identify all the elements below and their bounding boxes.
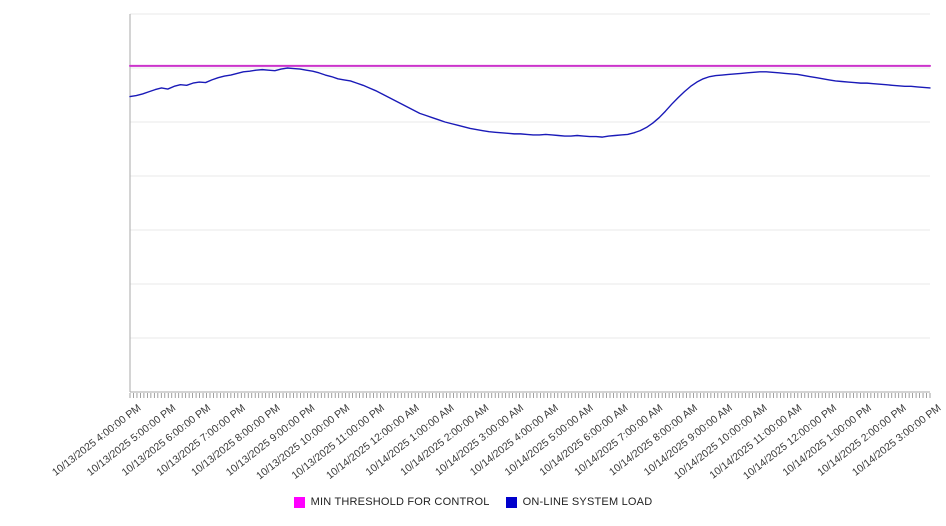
- gridlines: [130, 13, 930, 393]
- series-on-line-system-load-line: [129, 67, 931, 138]
- legend-swatch-magenta: [293, 496, 305, 508]
- chart-legend: MIN THRESHOLD FOR CONTROL ON-LINE SYSTEM…: [0, 496, 946, 508]
- legend-label-on-line-system-load: ON-LINE SYSTEM LOAD: [522, 496, 653, 508]
- minor-tick-marks: [129, 393, 931, 398]
- legend-label-min-threshold-for-control: MIN THRESHOLD FOR CONTROL: [310, 496, 490, 508]
- legend-swatch-blue: [505, 496, 517, 508]
- axis-lines: [129, 14, 930, 393]
- legend-item-on-line-system-load[interactable]: ON-LINE SYSTEM LOAD: [505, 496, 653, 508]
- legend-item-min-threshold-for-control[interactable]: MIN THRESHOLD FOR CONTROL: [293, 496, 490, 508]
